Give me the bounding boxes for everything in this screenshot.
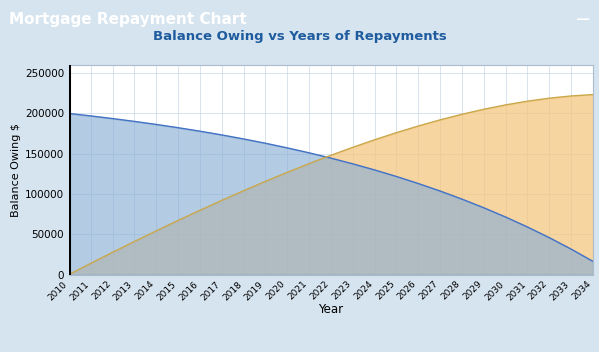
X-axis label: Year: Year	[319, 303, 343, 316]
Y-axis label: Balance Owing $: Balance Owing $	[11, 123, 20, 217]
Text: Mortgage Repayment Chart: Mortgage Repayment Chart	[9, 12, 247, 27]
Text: −: −	[576, 10, 592, 29]
Text: Balance Owing vs Years of Repayments: Balance Owing vs Years of Repayments	[153, 31, 446, 43]
